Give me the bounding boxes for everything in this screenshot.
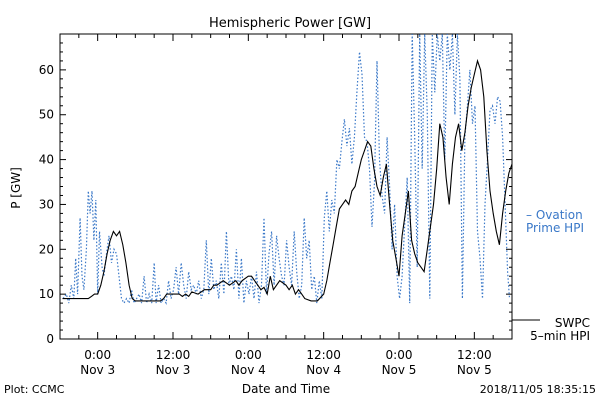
- y-tick-label: 30: [39, 197, 54, 211]
- series-line-swpc: [62, 58, 513, 302]
- plot-timestamp: 2018/11/05 18:35:15: [480, 383, 596, 396]
- legend-ovation-label: – Ovation: [526, 208, 583, 222]
- y-tick-label: 40: [39, 153, 54, 167]
- y-axis-label: P [GW]: [9, 167, 23, 209]
- y-tick-label: 0: [46, 332, 54, 346]
- x-tick-time-label: 12:00: [457, 348, 492, 362]
- y-tick-label: 60: [39, 63, 54, 77]
- legend-swpc-label: SWPC: [555, 316, 590, 330]
- legend-ovation-label: Prime HPI: [526, 221, 584, 235]
- x-tick-date-label: Nov 4: [306, 363, 341, 377]
- x-tick-time-label: 0:00: [235, 348, 262, 362]
- series-line-ovation: [62, 33, 511, 306]
- y-axis: 0 10 20 30 40 50 60: [39, 33, 512, 346]
- y-tick-label: 10: [39, 287, 54, 301]
- y-tick-label: 20: [39, 242, 54, 256]
- x-tick-time-label: 12:00: [306, 348, 341, 362]
- x-tick-date-label: Nov 5: [457, 363, 492, 377]
- x-axis-label: Date and Time: [242, 382, 330, 396]
- x-tick-date-label: Nov 3: [156, 363, 191, 377]
- x-tick-date-label: Nov 3: [80, 363, 115, 377]
- chart-title: Hemispheric Power [GW]: [209, 16, 371, 31]
- x-tick-time-label: 0:00: [84, 348, 111, 362]
- legend-swpc-label: 5–min HPI: [530, 329, 590, 343]
- y-tick-label: 50: [39, 108, 54, 122]
- plot-frame: [59, 33, 513, 340]
- series-layer: [62, 33, 513, 306]
- plot-credit: Plot: CCMC: [4, 383, 65, 396]
- x-tick-time-label: 0:00: [386, 348, 413, 362]
- x-tick-date-label: Nov 5: [382, 363, 417, 377]
- x-tick-date-label: Nov 4: [231, 363, 266, 377]
- x-tick-time-label: 12:00: [156, 348, 191, 362]
